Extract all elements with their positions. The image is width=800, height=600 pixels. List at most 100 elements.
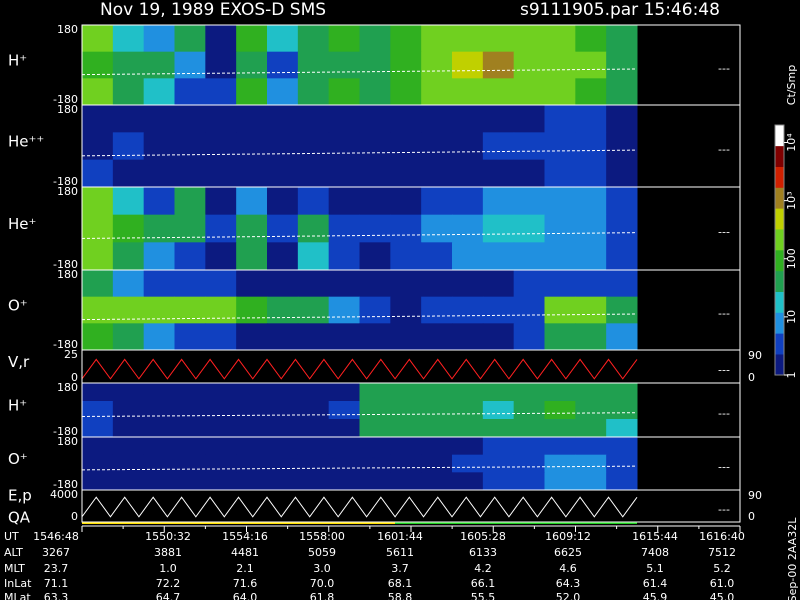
heatmap-cell: [482, 383, 515, 402]
heatmap-cell: [452, 323, 484, 351]
table-cell: 45.9: [643, 591, 668, 600]
heatmap-cell: [606, 78, 638, 106]
table-cell: 71.6: [233, 577, 258, 590]
heatmap-cell: [174, 454, 206, 473]
heatmap-cell: [174, 105, 206, 133]
heatmap-cell: [267, 187, 299, 216]
heatmap-cell: [544, 383, 576, 402]
heatmap-cell: [205, 51, 237, 79]
table-cell: 52.0: [556, 591, 581, 600]
heatmap-cell: [359, 214, 391, 243]
panel-label: QA: [8, 509, 31, 527]
series-line: [81, 358, 638, 380]
heatmap-cell: [452, 437, 484, 456]
heatmap-cell: [267, 51, 299, 79]
heatmap-cell: [390, 25, 422, 53]
heatmap-cell: [575, 105, 607, 133]
heatmap-cell: [174, 51, 206, 79]
heatmap-cell: [513, 105, 545, 133]
heatmap-cell: [328, 159, 360, 188]
heatmap-cell: [452, 419, 484, 438]
right-marker: ---: [718, 226, 730, 239]
heatmap-cell: [112, 132, 145, 161]
heatmap-cell: [421, 472, 453, 491]
colorbar-segment: [775, 229, 784, 251]
table-cell: 3.7: [391, 562, 409, 575]
heatmap-cell: [174, 383, 206, 402]
table-cell: 1601:44: [377, 530, 423, 543]
table-cell: 1546:48: [33, 530, 79, 543]
reference-line: [81, 412, 638, 417]
heatmap-cell: [205, 270, 237, 298]
heatmap-cell: [328, 187, 360, 216]
heatmap-cell: [513, 296, 545, 324]
heatmap-cell: [359, 270, 391, 298]
heatmap-cell: [143, 472, 175, 491]
panel-label: E,p: [8, 487, 32, 505]
heatmap-cell: [359, 105, 391, 133]
heatmap-cell: [267, 296, 299, 324]
heatmap-cell: [359, 187, 391, 216]
heatmap-cell: [482, 419, 515, 438]
heatmap-cell: [328, 105, 360, 133]
heatmap-cell: [359, 25, 391, 53]
heatmap-cell: [297, 214, 330, 243]
heatmap-cell: [143, 401, 175, 420]
title: Nov 19, 1989 EXOS-D SMS: [100, 0, 326, 20]
heatmap-cell: [421, 454, 453, 473]
colorbar-segment: [775, 166, 784, 188]
heatmap-cell: [174, 270, 206, 298]
colorbar-segment: [775, 312, 784, 334]
heatmap-cell: [205, 159, 237, 188]
heatmap-cell: [513, 270, 545, 298]
heatmap-cell: [236, 472, 268, 491]
heatmap-cell: [328, 78, 360, 106]
heatmap-cell: [359, 454, 391, 473]
heatmap-cell: [606, 383, 638, 402]
heatmap-cell: [575, 454, 607, 473]
heatmap-cell: [112, 383, 145, 402]
heatmap-cell: [390, 296, 422, 324]
y2-tick-label: 0: [748, 371, 755, 384]
colorbar-segment: [775, 291, 784, 313]
heatmap-cell: [174, 25, 206, 53]
heatmap-cell: [267, 472, 299, 491]
heatmap-cell: [390, 401, 422, 420]
heatmap-cell: [236, 214, 268, 243]
heatmap-cell: [82, 270, 114, 298]
heatmap-cell: [328, 323, 360, 351]
table-cell: 55.5: [471, 591, 496, 600]
heatmap-cell: [513, 214, 545, 243]
heatmap-cell: [359, 472, 391, 491]
heatmap-cell: [267, 383, 299, 402]
table-cell: 6133: [469, 546, 497, 559]
heatmap-cell: [82, 472, 114, 491]
y-tick-label: -180: [53, 425, 78, 438]
table-cell: 4.2: [474, 562, 492, 575]
y2-tick-label: 90: [748, 349, 762, 362]
heatmap-cell: [390, 187, 422, 216]
table-cell: 5611: [386, 546, 414, 559]
heatmap-cell: [452, 187, 484, 216]
table-cell: 1609:12: [545, 530, 591, 543]
heatmap-cell: [297, 437, 330, 456]
heatmap-cell: [236, 159, 268, 188]
heatmap-cell: [174, 78, 206, 106]
heatmap-cell: [575, 437, 607, 456]
heatmap-cell: [513, 132, 545, 161]
heatmap-cell: [174, 296, 206, 324]
table-cell: 4.6: [559, 562, 577, 575]
heatmap-cell: [359, 419, 391, 438]
heatmap-cell: [359, 132, 391, 161]
right-marker: ---: [718, 461, 730, 474]
heatmap-cell: [297, 242, 330, 271]
heatmap-cell: [452, 25, 484, 53]
heatmap-cell: [452, 472, 484, 491]
heatmap-cell: [575, 401, 607, 420]
heatmap-cell: [482, 323, 515, 351]
heatmap-cell: [205, 472, 237, 491]
heatmap-cell: [421, 159, 453, 188]
heatmap-cell: [143, 419, 175, 438]
heatmap-cell: [513, 187, 545, 216]
